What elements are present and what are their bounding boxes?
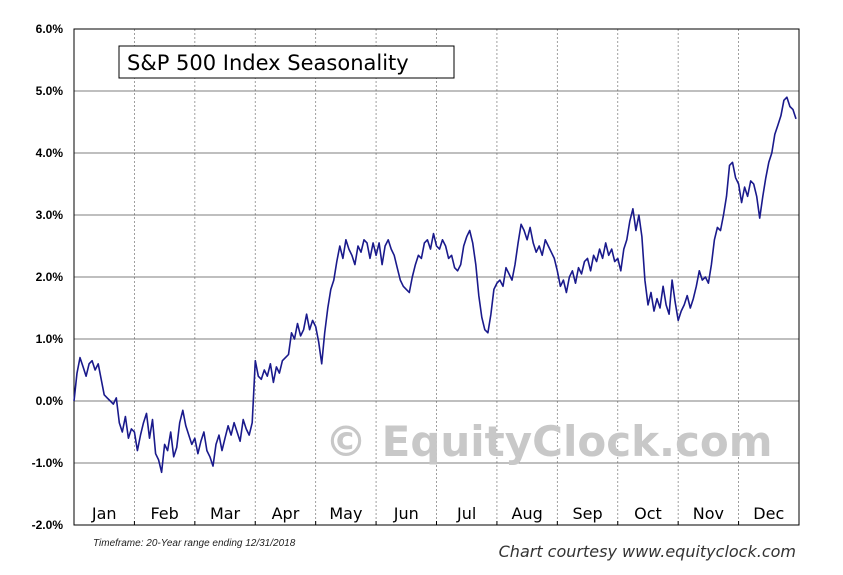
x-tick-label: Jun: [393, 504, 419, 523]
y-tick-label: 3.0%: [36, 208, 64, 222]
x-tick-label: Mar: [210, 504, 241, 523]
x-tick-label: Aug: [512, 504, 543, 523]
x-tick-label: Nov: [693, 504, 724, 523]
y-tick-label: 0.0%: [36, 394, 64, 408]
x-tick-label: Apr: [272, 504, 300, 523]
x-tick-label: Jan: [91, 504, 117, 523]
y-tick-label: 4.0%: [36, 146, 64, 160]
x-tick-label: Sep: [572, 504, 602, 523]
title-box-border: [118, 45, 455, 79]
timeframe-footnote: Timeframe: 20-Year range ending 12/31/20…: [93, 538, 296, 549]
chart-title-box: S&P 500 Index Seasonality: [118, 45, 455, 79]
y-tick-labels: 6.0% 5.0% 4.0% 3.0% 2.0% 1.0% 0.0% -1.0% -2.0%: [32, 22, 64, 532]
y-tick-label: -2.0%: [32, 518, 64, 532]
x-tick-label: Jul: [456, 504, 476, 523]
y-tick-label: 1.0%: [36, 332, 64, 346]
y-tick-label: 6.0%: [36, 22, 64, 36]
y-tick-label: 5.0%: [36, 84, 64, 98]
y-tick-label: -1.0%: [32, 456, 64, 470]
x-tick-label: Oct: [634, 504, 662, 523]
y-tick-label: 2.0%: [36, 270, 64, 284]
plot-frame: [73, 28, 800, 526]
x-tick-label: Feb: [150, 504, 178, 523]
watermark: © EquityClock.com: [325, 417, 773, 466]
x-tick-label: May: [329, 504, 362, 523]
series-line: [73, 96, 797, 474]
x-tick-label: Dec: [753, 504, 784, 523]
x-tick-labels: Jan Feb Mar Apr May Jun Jul Aug Sep Oct Nov Dec: [91, 504, 784, 523]
chart-courtesy: Chart courtesy www.equityclock.com: [499, 542, 796, 561]
chart-title: S&P 500 Index Seasonality: [127, 51, 409, 75]
